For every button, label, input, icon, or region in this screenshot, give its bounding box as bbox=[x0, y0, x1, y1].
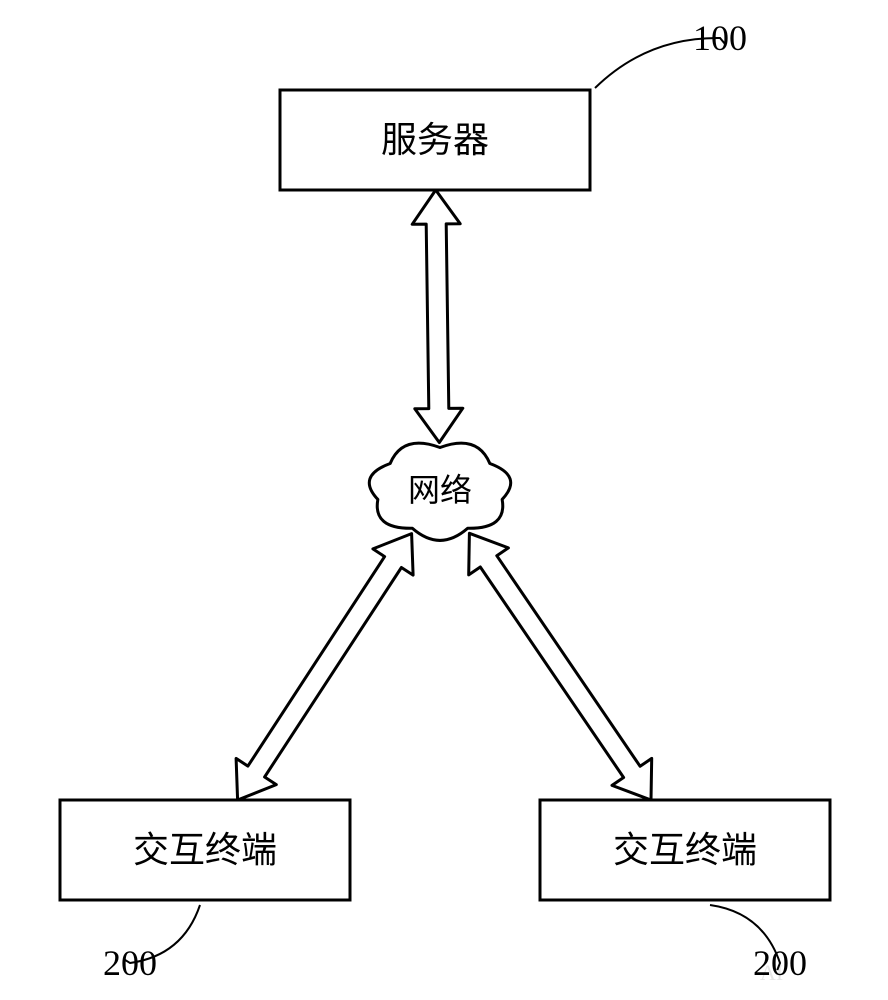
ref-label-terminalR: 200 bbox=[753, 943, 807, 983]
ref-label-terminalL: 200 bbox=[103, 943, 157, 983]
node-terminalR-label: 交互终端 bbox=[613, 830, 757, 870]
ref-label-server: 100 bbox=[693, 18, 747, 58]
arrow-network-terminalL bbox=[236, 534, 413, 800]
node-server: 服务器 bbox=[280, 90, 590, 190]
node-terminalR: 交互终端 bbox=[540, 800, 830, 900]
node-server-label: 服务器 bbox=[381, 120, 489, 160]
node-terminalL-label: 交互终端 bbox=[133, 830, 277, 870]
arrow-server-network bbox=[412, 190, 463, 443]
node-terminalL: 交互终端 bbox=[60, 800, 350, 900]
node-network-label: 网络 bbox=[408, 472, 472, 508]
node-network: 网络 bbox=[369, 443, 510, 540]
arrow-network-terminalR bbox=[469, 533, 652, 800]
